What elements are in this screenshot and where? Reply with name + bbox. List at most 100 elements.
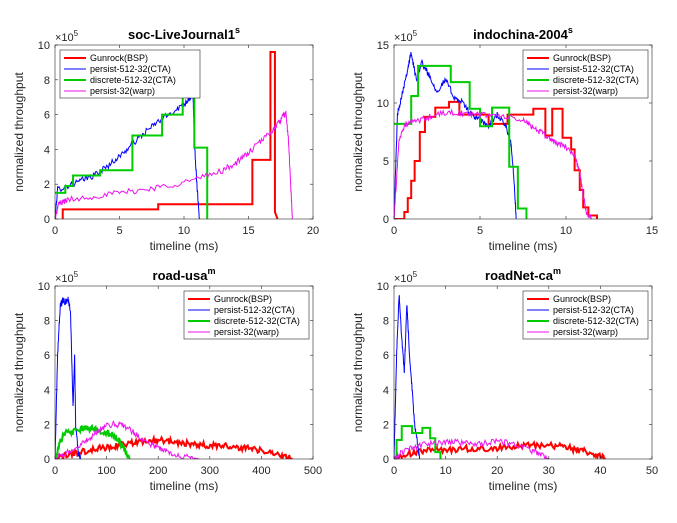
legend: Gunrock(BSP)persist-512-32(CTA)discrete-… <box>522 49 649 99</box>
y-tick-label: 8 <box>44 316 50 328</box>
y-tick-label: 6 <box>44 350 50 362</box>
y-tick-label: 10 <box>38 281 50 293</box>
y-tick-label: 2 <box>383 419 389 431</box>
y-tick-label: 4 <box>44 385 50 397</box>
legend-entry: persist-32(warp) <box>214 327 279 337</box>
y-axis-label: normalized throughput <box>12 312 26 432</box>
x-tick-label: 15 <box>646 225 658 237</box>
y-tick-label: 0 <box>44 454 50 466</box>
x-tick-label: 10 <box>439 465 451 477</box>
y-tick-label: 0 <box>383 214 389 226</box>
y-multiplier: ×105 <box>394 270 418 285</box>
x-tick-label: 15 <box>242 225 254 237</box>
legend-entry: discrete-512-32(CTA) <box>214 316 300 326</box>
y-tick-label: 0 <box>44 214 50 226</box>
x-tick-label: 0 <box>391 225 397 237</box>
x-tick-label: 20 <box>491 465 503 477</box>
y-axis-label: normalized throughput <box>351 312 365 432</box>
y-tick-label: 8 <box>383 316 389 328</box>
chart-panel-1: 0 5 10 15 20 0 2 4 6 8 10 ×105 soc-LiveJournal1s time… <box>12 25 319 253</box>
x-tick-label: 20 <box>307 225 319 237</box>
x-tick-label: 5 <box>116 225 122 237</box>
series-line-gunrock-bsp <box>61 50 279 219</box>
axes-box <box>54 285 314 460</box>
chart-panel-2: 0 5 10 15 0 5 10 15 ×105 indochina-2004s timeline … <box>351 25 658 253</box>
y-tick-label: 6 <box>383 350 389 362</box>
y-multiplier: ×105 <box>55 270 79 285</box>
legend-entry: discrete-512-32(CTA) <box>90 75 176 85</box>
y-axis-label: normalized throughput <box>12 72 26 192</box>
x-tick-label: 40 <box>594 465 606 477</box>
series-line-persist-512-32-cta <box>55 296 82 459</box>
y-tick-label: 8 <box>44 75 50 87</box>
y-multiplier: ×105 <box>394 29 418 44</box>
legend: Gunrock(BSP)persist-512-32(CTA)discrete-… <box>183 290 310 340</box>
chart-title: roadNet-cam <box>485 266 561 283</box>
chart-title: soc-LiveJournal1s <box>128 25 240 42</box>
legend-entry: Gunrock(BSP) <box>553 53 611 63</box>
y-tick-label: 5 <box>383 156 389 168</box>
series-line-persist-512-32-cta <box>394 51 517 219</box>
y-multiplier: ×105 <box>55 29 79 44</box>
legend-entry: persist-512-32(CTA) <box>214 305 295 315</box>
y-axis-label: normalized throughput <box>351 72 365 192</box>
axes-box <box>393 44 653 220</box>
series-line-persist-512-32-cta <box>55 90 200 219</box>
series-line-persist-32-warp <box>55 110 293 219</box>
legend-entry: persist-32(warp) <box>90 86 155 96</box>
y-tick-label: 0 <box>383 454 389 466</box>
series-line-discrete-512-32-cta <box>55 81 209 219</box>
x-tick-label: 0 <box>52 225 58 237</box>
x-tick-label: 50 <box>646 465 658 477</box>
legend-entry: discrete-512-32(CTA) <box>553 316 639 326</box>
series-line-persist-32-warp <box>394 108 593 219</box>
legend-entry: persist-512-32(CTA) <box>553 305 634 315</box>
x-tick-label: 10 <box>560 225 572 237</box>
y-tick-label: 10 <box>38 40 50 52</box>
series-line-discrete-512-32-cta <box>55 423 131 459</box>
x-tick-label: 10 <box>178 225 190 237</box>
x-tick-label: 500 <box>304 465 322 477</box>
legend-entry: Gunrock(BSP) <box>90 53 148 63</box>
x-tick-label: 0 <box>391 465 397 477</box>
y-tick-label: 10 <box>377 98 389 110</box>
x-tick-label: 5 <box>477 225 483 237</box>
x-axis-label: timeline (ms) <box>150 239 219 253</box>
legend-entry: persist-32(warp) <box>553 86 618 96</box>
x-axis-label: timeline (ms) <box>150 479 219 493</box>
x-tick-label: 400 <box>252 465 270 477</box>
series-line-gunrock-bsp <box>55 433 293 459</box>
chart-panel-4: 0 10 20 30 40 50 0 2 4 6 8 10 ×105 roadNet-cam timelin… <box>351 266 658 493</box>
series-line-persist-32-warp <box>55 420 200 459</box>
chart-title: indochina-2004s <box>473 25 573 42</box>
x-tick-label: 0 <box>52 465 58 477</box>
y-tick-label: 4 <box>383 385 389 397</box>
legend: Gunrock(BSP)persist-512-32(CTA)discrete-… <box>59 49 201 99</box>
legend-entry: Gunrock(BSP) <box>214 294 272 304</box>
series-line-discrete-512-32-cta <box>394 425 442 459</box>
x-tick-label: 100 <box>97 465 115 477</box>
series-line-persist-32-warp <box>394 437 550 459</box>
y-tick-label: 2 <box>44 419 50 431</box>
x-tick-label: 300 <box>201 465 219 477</box>
x-axis-label: timeline (ms) <box>489 479 558 493</box>
legend-entry: persist-512-32(CTA) <box>553 64 634 74</box>
series-line-persist-512-32-cta <box>394 294 421 459</box>
legend: Gunrock(BSP)persist-512-32(CTA)discrete-… <box>522 290 649 340</box>
legend-entry: Gunrock(BSP) <box>553 294 611 304</box>
legend-entry: persist-512-32(CTA) <box>90 64 171 74</box>
y-tick-label: 6 <box>44 110 50 122</box>
chart-title: road-usam <box>153 266 216 283</box>
y-tick-label: 2 <box>44 179 50 191</box>
series-line-gunrock-bsp <box>394 440 607 459</box>
x-axis-label: timeline (ms) <box>489 239 558 253</box>
axes-box <box>393 285 653 460</box>
legend-entry: persist-32(warp) <box>553 327 618 337</box>
x-tick-label: 30 <box>543 465 555 477</box>
series-line-discrete-512-32-cta <box>394 64 528 219</box>
x-tick-label: 200 <box>149 465 167 477</box>
y-tick-label: 10 <box>377 281 389 293</box>
y-tick-label: 15 <box>377 40 389 52</box>
chart-panel-3: 0 100 200 300 400 500 0 2 4 6 8 10 ×105 road-usam time… <box>12 266 322 493</box>
